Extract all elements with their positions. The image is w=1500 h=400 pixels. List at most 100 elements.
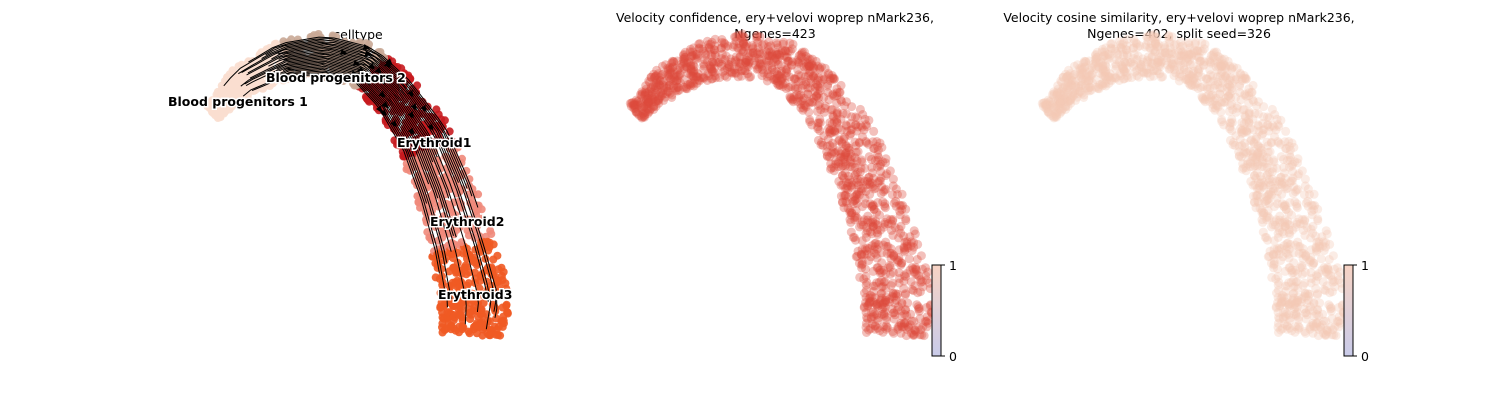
cell-point [1280, 173, 1290, 183]
cell-point [908, 330, 918, 340]
cell-point [486, 226, 495, 235]
cell-point [757, 71, 767, 81]
cell-point [867, 162, 877, 172]
cell-point [231, 80, 239, 89]
cell-point [825, 141, 835, 150]
cell-point [1155, 56, 1165, 66]
cell-point [1250, 180, 1260, 190]
cell-point [1293, 237, 1303, 247]
cell-point [649, 73, 659, 83]
cell-point [880, 199, 890, 209]
cell-point [829, 163, 839, 172]
cell-point [723, 41, 733, 51]
cell-point [862, 138, 871, 148]
cell-point [863, 176, 873, 186]
cell-point [645, 77, 655, 87]
cell-point [1269, 260, 1279, 270]
cell-point [772, 38, 782, 48]
cell-point [858, 132, 867, 142]
cell-point [1225, 82, 1235, 91]
cell-point [1216, 97, 1226, 107]
cell-point [767, 49, 777, 59]
cell-point [1282, 242, 1292, 252]
cell-point [777, 48, 786, 58]
cell-point [1261, 199, 1271, 209]
cell-point [492, 330, 500, 339]
cell-point [691, 54, 701, 64]
cell-point [1129, 38, 1139, 47]
cell-point [914, 304, 923, 314]
cell-point [879, 310, 889, 320]
cell-point [458, 325, 467, 334]
cell-point [1327, 330, 1337, 340]
cell-point [1164, 32, 1174, 42]
cell-point [881, 237, 891, 247]
cell-point [464, 327, 473, 336]
cell-point [1075, 86, 1085, 96]
cell-point [819, 107, 829, 117]
cell-point [674, 85, 684, 95]
cell-point [867, 202, 877, 212]
cell-point [748, 48, 758, 58]
cell-point [887, 190, 897, 200]
cell-point [757, 55, 767, 65]
cell-point [1219, 120, 1229, 130]
cell-point [864, 294, 874, 303]
cell-point [704, 42, 714, 52]
cell-point [769, 74, 779, 84]
cell-point [648, 95, 658, 104]
cell-point [1306, 224, 1316, 234]
cell-point [1302, 298, 1312, 308]
cell-point [784, 56, 794, 66]
cell-point [1284, 278, 1294, 288]
cell-point [792, 57, 802, 67]
cell-point [900, 309, 910, 319]
cell-point [445, 267, 454, 276]
cell-point [819, 74, 829, 84]
cell-point [867, 178, 877, 188]
cell-point [1204, 57, 1214, 67]
cell-point [850, 153, 860, 162]
cell-point [631, 100, 641, 110]
cell-point [778, 39, 788, 49]
cell-point [477, 214, 486, 223]
cell-point [845, 205, 855, 215]
cell-point [819, 92, 829, 102]
cell-point [844, 178, 854, 188]
cell-point [1292, 199, 1302, 209]
cell-point [901, 204, 911, 214]
cell-point [501, 279, 510, 288]
colorbar-cosine: 1 0 [1343, 258, 1369, 364]
cell-point [1289, 288, 1299, 298]
cell-point [686, 81, 696, 91]
cell-point [739, 39, 749, 49]
cell-point [811, 91, 821, 101]
cell-point [459, 249, 468, 258]
cell-point [1244, 110, 1254, 119]
cell-point [889, 314, 899, 324]
cell-point [451, 326, 460, 335]
cell-point [464, 279, 473, 288]
cell-point [889, 252, 899, 261]
cell-point [800, 57, 810, 67]
velocity-arrowhead [407, 90, 414, 98]
colorbar-confidence-label-max: 1 [949, 258, 957, 273]
cell-point [830, 148, 840, 157]
cell-point [900, 245, 910, 255]
cell-point [681, 84, 691, 94]
cell-point [857, 260, 867, 270]
cell-point [1055, 109, 1065, 118]
cell-point [804, 107, 814, 117]
cell-point [822, 147, 832, 157]
cell-point [772, 66, 781, 76]
cell-point [503, 309, 512, 318]
cell-point [1253, 120, 1263, 130]
velocity-arrowhead [375, 105, 383, 114]
label-erythroid1: Erythroid1 [397, 135, 471, 150]
cell-point [1306, 256, 1316, 266]
cell-point [827, 105, 837, 114]
cell-point [1081, 57, 1091, 67]
cell-point [872, 207, 882, 217]
colorbar-cosine-label-min: 0 [1361, 349, 1369, 364]
cell-point [829, 74, 839, 84]
